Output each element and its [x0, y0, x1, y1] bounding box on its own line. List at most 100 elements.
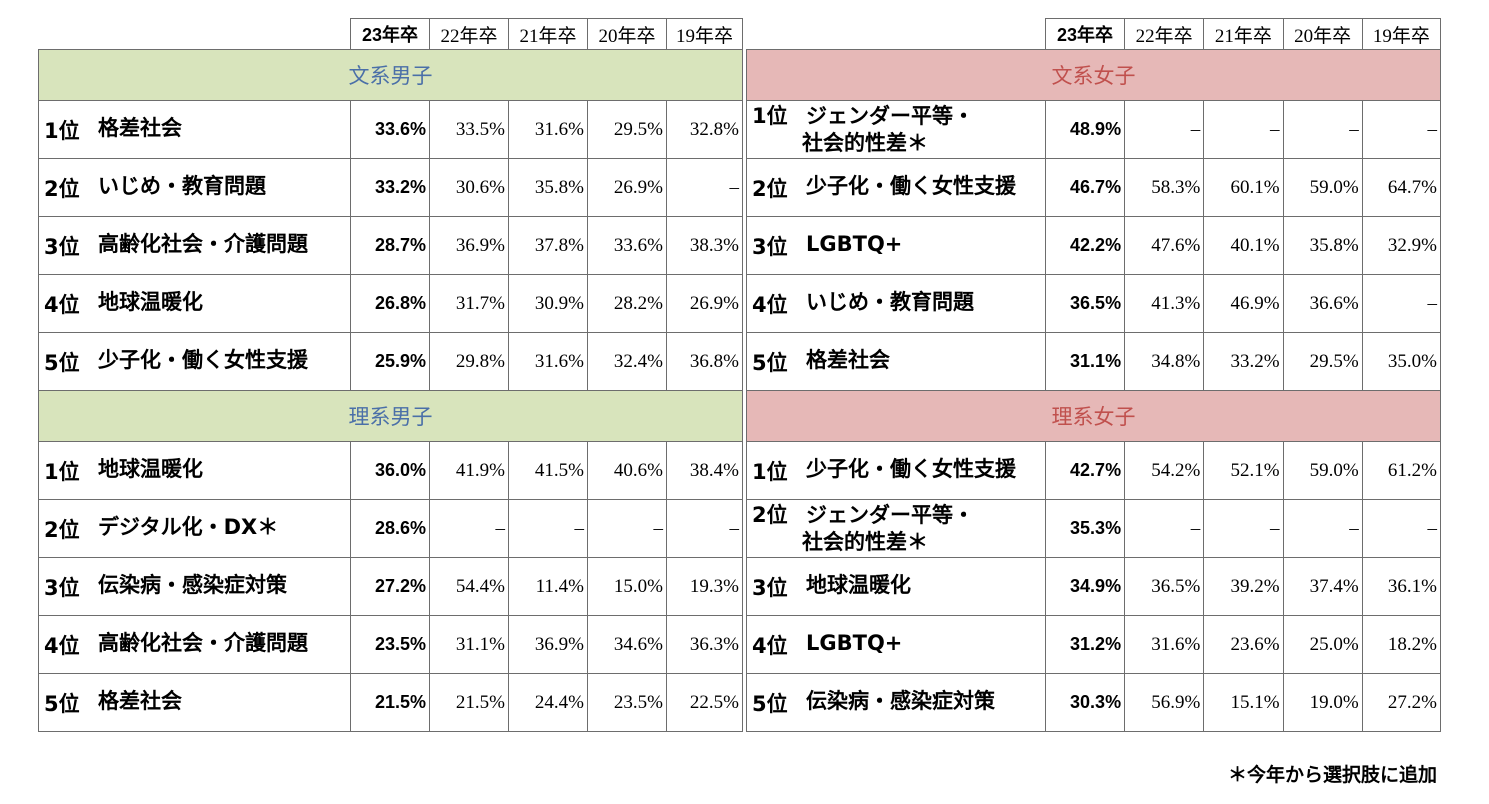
table-row: 2位 少子化・働く女性支援 46.7% 58.3% 60.1% 59.0% 64.7% [746, 158, 1442, 217]
issue-cell: 1位 格差社会 [38, 100, 351, 159]
table-row: 4位 地球温暖化 26.8% 31.7% 30.9% 28.2% 26.9% [38, 274, 743, 333]
percent-cell: 38.4% [666, 441, 743, 500]
percent-cell: 64.7% [1361, 158, 1442, 217]
issue-cell: 3位 高齢化社会・介護問題 [38, 216, 351, 275]
rank-label: 2位 [44, 176, 80, 201]
percent-cell: – [666, 158, 743, 217]
header-spacer [39, 19, 351, 50]
year-header: 21年卒 [1203, 18, 1284, 50]
percent-cell: 15.0% [587, 557, 667, 616]
percent-cell: 36.3% [666, 615, 743, 674]
table-row: 1位 少子化・働く女性支援 42.7% 54.2% 52.1% 59.0% 61.2% [746, 441, 1442, 500]
percent-cell: 28.2% [587, 274, 667, 333]
issue-cell: 5位 伝染病・感染症対策 [746, 673, 1046, 732]
percent-cell: 42.7% [1044, 441, 1126, 500]
percent-cell: – [1282, 499, 1363, 558]
percent-cell: 36.9% [429, 216, 509, 275]
percent-cell: 46.7% [1044, 158, 1126, 217]
year-header: 22年卒 [1124, 18, 1205, 50]
percent-cell: – [1361, 100, 1442, 159]
percent-cell: 33.2% [1203, 332, 1284, 391]
percent-cell: 31.7% [429, 274, 509, 333]
percent-cell: – [1361, 499, 1442, 558]
issue-label: 地球温暖化 [98, 289, 203, 314]
percent-cell: 56.9% [1124, 673, 1205, 732]
rank-label: 5位 [44, 350, 80, 375]
percent-cell: – [587, 499, 667, 558]
rank-label: 4位 [752, 633, 788, 658]
issue-cell: 4位 LGBTQ+ [746, 615, 1046, 674]
rank-label: 1位 [44, 118, 80, 143]
issue-cell: 1位 ジェンダー平等・ 社会的性差＊ [746, 100, 1046, 159]
rank-label: 1位 [752, 103, 788, 128]
percent-cell: 35.8% [1282, 216, 1363, 275]
percent-cell: 36.8% [666, 332, 743, 391]
issue-cell: 2位 少子化・働く女性支援 [746, 158, 1046, 217]
issue-label: LGBTQ+ [806, 231, 903, 256]
percent-cell: 33.2% [350, 158, 430, 217]
issue-cell: 3位 LGBTQ+ [746, 216, 1046, 275]
issue-label: ジェンダー平等・ 社会的性差＊ [802, 103, 974, 155]
issue-cell: 1位 地球温暖化 [38, 441, 351, 500]
issue-label: デジタル化・DX＊ [98, 514, 279, 539]
percent-cell: – [1282, 100, 1363, 159]
percent-cell: 37.8% [508, 216, 588, 275]
rank-label: 1位 [44, 459, 80, 484]
issue-cell: 2位 いじめ・教育問題 [38, 158, 351, 217]
issue-cell: 5位 少子化・働く女性支援 [38, 332, 351, 391]
table-row: 3位 LGBTQ+ 42.2% 47.6% 40.1% 35.8% 32.9% [746, 216, 1442, 275]
percent-cell: 34.6% [587, 615, 667, 674]
rank-label: 4位 [44, 633, 80, 658]
percent-cell: 18.2% [1361, 615, 1442, 674]
percent-cell: 37.4% [1282, 557, 1363, 616]
issue-label: ジェンダー平等・ 社会的性差＊ [802, 502, 974, 554]
year-header: 23年卒 [1044, 18, 1126, 50]
table-row: 5位 格差社会 21.5% 21.5% 24.4% 23.5% 22.5% [38, 673, 743, 732]
issue-cell: 2位 ジェンダー平等・ 社会的性差＊ [746, 499, 1046, 558]
percent-cell: 32.4% [587, 332, 667, 391]
percent-cell: 31.1% [429, 615, 509, 674]
rank-label: 4位 [752, 292, 788, 317]
group-header-row: 理系男子 [38, 390, 743, 442]
percent-cell: 26.9% [587, 158, 667, 217]
percent-cell: 11.4% [508, 557, 588, 616]
group-header-row: 文系男子 [38, 49, 743, 101]
percent-cell: 31.2% [1044, 615, 1126, 674]
issue-label: 少子化・働く女性支援 [98, 347, 308, 372]
table-row: 4位 いじめ・教育問題 36.5% 41.3% 46.9% 36.6% – [746, 274, 1442, 333]
percent-cell: 35.0% [1361, 332, 1442, 391]
table-row: 3位 地球温暖化 34.9% 36.5% 39.2% 37.4% 36.1% [746, 557, 1442, 616]
header-spacer [747, 19, 1046, 50]
issue-cell: 4位 いじめ・教育問題 [746, 274, 1046, 333]
table-row: 3位 伝染病・感染症対策 27.2% 54.4% 11.4% 15.0% 19.3% [38, 557, 743, 616]
issue-cell: 3位 伝染病・感染症対策 [38, 557, 351, 616]
percent-cell: – [1203, 100, 1284, 159]
issue-cell: 3位 地球温暖化 [746, 557, 1046, 616]
issue-cell: 4位 地球温暖化 [38, 274, 351, 333]
issue-label: 少子化・働く女性支援 [806, 173, 1016, 198]
percent-cell: 61.2% [1361, 441, 1442, 500]
footnote: ＊今年から選択肢に追加 [1227, 764, 1437, 786]
percent-cell: 33.5% [429, 100, 509, 159]
issue-label: 格差社会 [806, 347, 890, 372]
year-header: 23年卒 [350, 18, 430, 50]
year-header: 20年卒 [1282, 18, 1363, 50]
rank-label: 5位 [44, 691, 80, 716]
percent-cell: 21.5% [350, 673, 430, 732]
percent-cell: 40.6% [587, 441, 667, 500]
percent-cell: 39.2% [1203, 557, 1284, 616]
percent-cell: 23.5% [587, 673, 667, 732]
percent-cell: 19.3% [666, 557, 743, 616]
percent-cell: 41.3% [1124, 274, 1205, 333]
percent-cell: 26.9% [666, 274, 743, 333]
year-header: 20年卒 [587, 18, 667, 50]
percent-cell: 31.6% [508, 100, 588, 159]
percent-cell: 36.9% [508, 615, 588, 674]
issue-label: 高齢化社会・介護問題 [98, 630, 308, 655]
year-header-row: 23年卒 22年卒 21年卒 20年卒 19年卒 [39, 18, 743, 50]
year-header: 19年卒 [666, 18, 743, 50]
percent-cell: 54.4% [429, 557, 509, 616]
percent-cell: 59.0% [1282, 158, 1363, 217]
percent-cell: 31.6% [508, 332, 588, 391]
rank-label: 5位 [752, 691, 788, 716]
